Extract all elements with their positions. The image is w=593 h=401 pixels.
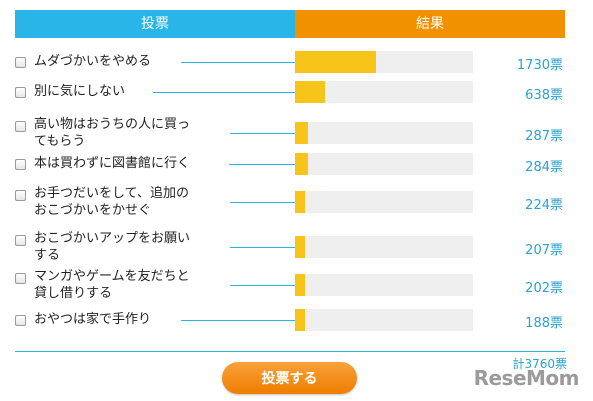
vote-count: 202票 [525,281,563,296]
leader-line [181,62,295,63]
option-checkbox[interactable] [15,190,26,201]
poll-option-row: ムダづかいをやめる 1730票 [15,51,565,73]
result-bar-track [295,122,473,144]
vote-count: 284票 [525,160,563,175]
leader-line [230,285,295,286]
option-label-line: おやつは家で手作り [34,312,152,327]
resemom-logo: ReseMom [473,366,580,390]
vote-button[interactable]: 投票する [222,362,357,394]
option-checkbox[interactable] [15,121,26,132]
option-label: マンガやゲームを友だちと 貸し借りする [34,268,193,302]
option-checkbox[interactable] [15,315,26,326]
option-checkbox[interactable] [15,159,26,170]
total-votes: 計3760票 [512,357,567,371]
result-bar-track [295,153,473,175]
option-label: 別に気にしない [34,83,129,100]
result-bar-fill [295,309,305,331]
option-label-line: ムダづかいをやめる [34,54,152,69]
result-column-header: 結果 [295,10,565,38]
option-label-line: マンガやゲームを友だちと [34,269,190,284]
vote-count: 638票 [525,88,563,103]
vote-count: 188票 [525,316,563,331]
option-label-line: お手つだいをして、追加の [34,186,189,201]
poll-option-row: 別に気にしない 638票 [15,81,565,103]
bottom-divider [15,351,565,352]
option-label: 高い物はおうちの人に買っ てもらう [34,116,194,150]
option-label: おやつは家で手作り [34,311,155,328]
poll-option-row: 高い物はおうちの人に買っ てもらう 287票 [15,115,565,151]
leader-line [230,133,295,134]
poll-option-row: おやつは家で手作り 188票 [15,309,565,331]
poll-option-row: おこづかいアップをお願い する 207票 [15,229,565,265]
result-bar-fill [295,191,305,213]
option-label: ムダづかいをやめる [34,53,155,70]
leader-line [181,320,295,321]
poll-header: 投票 結果 [15,10,565,38]
result-bar-fill [295,153,308,175]
result-bar-fill [295,122,308,144]
option-checkbox[interactable] [15,235,26,246]
option-label: お手つだいをして、追加の おこづかいをかせぐ [34,185,192,219]
vote-count: 287票 [525,129,563,144]
option-label-line: 高い物はおうちの人に買っ [34,117,191,132]
poll-option-row: 本は買わずに図書館に行く 284票 [15,153,565,175]
vote-count: 1730票 [516,58,563,73]
leader-line [230,247,295,248]
result-bar-fill [295,274,305,296]
option-checkbox[interactable] [15,273,26,284]
result-bar-fill [295,81,325,103]
leader-line [229,164,295,165]
result-bar-fill [295,51,376,73]
vote-count: 224票 [525,198,563,213]
result-bar-track [295,236,473,258]
option-label-line: 別に気にしない [34,84,126,99]
leader-line [153,92,295,93]
option-label-line: おこづかいアップをお願い [34,231,191,246]
option-label-line: 本は買わずに図書館に行く [34,156,191,171]
result-bar-track [295,309,473,331]
result-bar-track [295,81,473,103]
option-label-line: おこづかいをかせぐ [34,203,152,218]
result-bar-track [295,191,473,213]
option-label-line: てもらう [34,134,86,149]
result-bar-fill [295,236,305,258]
vote-column-header: 投票 [15,10,295,38]
result-bar-track [295,51,473,73]
leader-line [230,202,295,203]
option-label-line: する [34,248,61,263]
option-label-line: 貸し借りする [34,286,113,301]
option-checkbox[interactable] [15,57,26,68]
option-label: おこづかいアップをお願い する [34,230,194,264]
poll-option-row: お手つだいをして、追加の おこづかいをかせぐ 224票 [15,184,565,220]
option-checkbox[interactable] [15,87,26,98]
poll-option-row: マンガやゲームを友だちと 貸し借りする 202票 [15,267,565,303]
option-label: 本は買わずに図書館に行く [34,155,194,172]
result-bar-track [295,274,473,296]
vote-count: 207票 [525,243,563,258]
